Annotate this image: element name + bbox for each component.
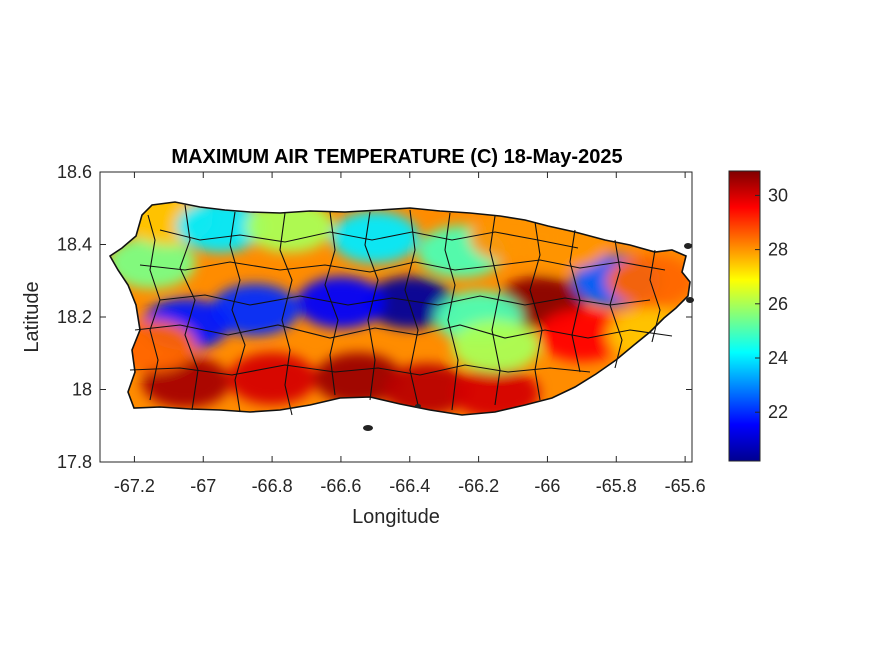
- municipal-boundaries: [129, 204, 673, 416]
- temperature-cell: [296, 276, 385, 329]
- colorbar-tick-label: 22: [768, 402, 788, 422]
- x-axis: -67.2 -67 -66.8 -66.6 -66.4 -66.2 -66 -65.8 -65.…: [114, 172, 706, 496]
- colorbar-tick-label: 30: [768, 185, 788, 205]
- x-tick-label: -65.8: [596, 476, 637, 496]
- colorbar-tick-label: 28: [768, 240, 788, 260]
- x-tick-label: -66.6: [320, 476, 361, 496]
- colorbar-ticks: 22 24 26 28 30: [755, 185, 788, 422]
- temperature-field: [110, 202, 690, 415]
- x-tick-label: -66: [534, 476, 560, 496]
- y-axis: 17.8 18 18.2 18.4 18.6: [57, 162, 692, 472]
- x-tick-label: -66.4: [389, 476, 430, 496]
- temperature-cell: [210, 283, 299, 336]
- temperature-cell: [537, 309, 626, 362]
- temperature-cell: [228, 352, 317, 405]
- temperature-cell: [382, 363, 471, 415]
- y-tick-label: 18.6: [57, 162, 92, 182]
- y-tick-label: 18: [72, 380, 92, 400]
- y-tick-label: 18.2: [57, 307, 92, 327]
- x-tick-label: -66.2: [458, 476, 499, 496]
- colorbar-tick-label: 24: [768, 348, 788, 368]
- temperature-cell: [331, 211, 420, 264]
- x-tick-label: -67.2: [114, 476, 155, 496]
- temperature-cell: [314, 352, 403, 405]
- chart-title: MAXIMUM AIR TEMPERATURE (C) 18-May-2025: [171, 146, 622, 168]
- x-axis-label: Longitude: [352, 506, 440, 528]
- x-tick-label: -65.6: [665, 476, 706, 496]
- y-axis-label: Latitude: [21, 281, 43, 352]
- colorbar: [728, 170, 761, 462]
- x-tick-label: -66.8: [252, 476, 293, 496]
- temperature-cell: [365, 276, 454, 329]
- temperature-cell: [451, 320, 540, 372]
- y-tick-label: 18.4: [57, 235, 92, 255]
- x-tick-label: -67: [190, 476, 216, 496]
- colorbar-tick-label: 26: [768, 294, 788, 314]
- island-outline: [108, 201, 691, 416]
- y-tick-label: 17.8: [57, 452, 92, 472]
